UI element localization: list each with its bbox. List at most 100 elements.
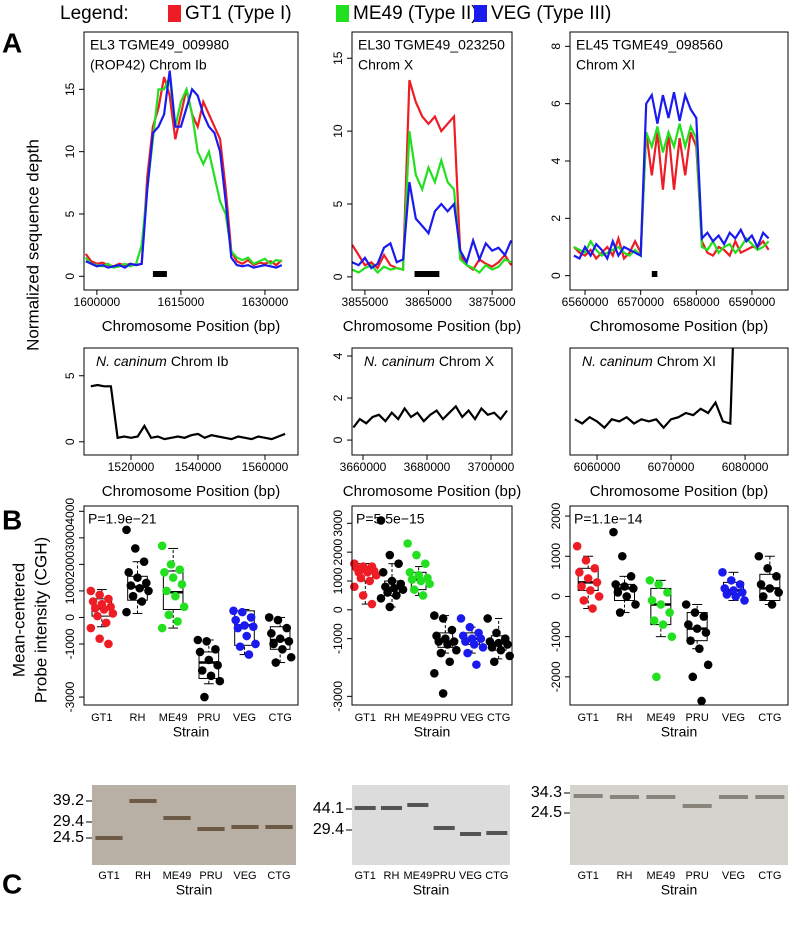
legend-label: ME49 (Type II) — [353, 3, 478, 24]
x-tick-label: 3700000 — [468, 460, 515, 474]
point — [692, 624, 702, 633]
series-line — [573, 131, 770, 261]
marker-label: 24.5 — [531, 804, 562, 821]
y-tick-label: 2 — [549, 215, 563, 222]
point — [350, 582, 359, 592]
point — [88, 597, 98, 606]
chart-title: EL30 TGME49_023250 — [358, 37, 505, 53]
species: N. caninum — [96, 353, 167, 369]
point — [387, 576, 397, 586]
point — [438, 689, 448, 698]
point — [385, 602, 395, 612]
y-tick-label: 0 — [331, 273, 345, 280]
point — [173, 617, 182, 626]
gel-band — [609, 795, 640, 799]
point — [106, 602, 115, 612]
series-line — [352, 404, 508, 429]
point — [206, 671, 216, 681]
point — [278, 644, 287, 654]
point — [615, 608, 625, 617]
point — [765, 584, 775, 593]
x-tick-label: GT1 — [577, 712, 598, 724]
point — [407, 575, 417, 584]
lane-label: CTG — [758, 870, 781, 882]
point — [162, 586, 171, 596]
point — [436, 648, 446, 658]
legend-title: Legend: — [60, 3, 129, 24]
x-tick-label: 6580000 — [673, 295, 720, 309]
point — [727, 576, 736, 585]
panel-label: C — [2, 868, 22, 899]
plot-frame — [569, 347, 789, 456]
point — [443, 640, 452, 649]
point — [367, 599, 377, 609]
gene-span — [414, 271, 440, 277]
x-tick-label: 3865000 — [405, 295, 452, 309]
annotation: P=1.1e−14 — [574, 511, 643, 527]
point — [99, 605, 109, 614]
point — [365, 576, 375, 586]
point — [572, 541, 582, 551]
gel-band — [163, 816, 191, 820]
point — [684, 620, 693, 629]
y-tick-label: 15 — [331, 51, 345, 65]
y-tick-label: 8 — [549, 43, 563, 50]
point — [244, 650, 254, 659]
legend-label: VEG (Type III) — [491, 3, 611, 24]
species: N. caninum — [364, 353, 435, 369]
x-tick-label: 6570000 — [617, 295, 664, 309]
point — [177, 579, 187, 589]
point — [179, 602, 189, 612]
point — [613, 588, 623, 597]
point — [284, 637, 294, 646]
point — [456, 614, 466, 623]
gel-band — [433, 826, 455, 830]
point — [590, 564, 600, 573]
y-tick-label: 2000 — [549, 502, 563, 529]
marker-label: 34.3 — [531, 784, 562, 801]
point — [104, 639, 113, 649]
chrom: Chrom X — [439, 353, 495, 369]
point — [139, 557, 149, 567]
point — [425, 579, 434, 589]
x-tick-label: GT1 — [91, 712, 112, 724]
point — [505, 651, 514, 661]
point — [649, 616, 659, 625]
point — [171, 591, 180, 601]
annotation: P=5.5e−15 — [356, 511, 425, 527]
point — [592, 578, 602, 587]
series-line — [85, 70, 283, 269]
x-tick-label: 6590000 — [729, 295, 776, 309]
point — [618, 551, 627, 561]
point — [656, 600, 666, 609]
gel — [92, 785, 296, 865]
y-tick-label: 15 — [63, 82, 77, 96]
x-tick-label: ME49 — [646, 712, 675, 724]
point — [445, 657, 455, 667]
point — [376, 516, 386, 525]
marker-label: 29.4 — [313, 821, 344, 838]
point — [609, 527, 618, 537]
y-tick-label: 2000 — [63, 551, 77, 578]
x-tick-label: 6070000 — [648, 460, 695, 474]
point — [686, 636, 695, 645]
point — [663, 588, 672, 597]
point — [478, 643, 488, 652]
y-tick-label: 10 — [63, 145, 77, 159]
point — [420, 559, 430, 568]
x-tick-label: 3680000 — [404, 460, 451, 474]
x-tick-label: ME49 — [159, 712, 188, 724]
point — [492, 628, 501, 638]
x-tick-label: VEG — [460, 712, 483, 724]
x-axis-label: Strain — [176, 882, 213, 898]
point — [398, 585, 408, 594]
point — [738, 588, 747, 597]
y-tick-label: 5 — [63, 372, 77, 379]
plot-frame — [569, 505, 789, 706]
point — [394, 559, 403, 568]
x-tick-label: PRU — [686, 712, 709, 724]
legend-swatch — [336, 5, 349, 22]
lane-label: ME49 — [163, 870, 192, 882]
gel-band — [486, 831, 508, 835]
x-tick-label: RH — [384, 712, 400, 724]
